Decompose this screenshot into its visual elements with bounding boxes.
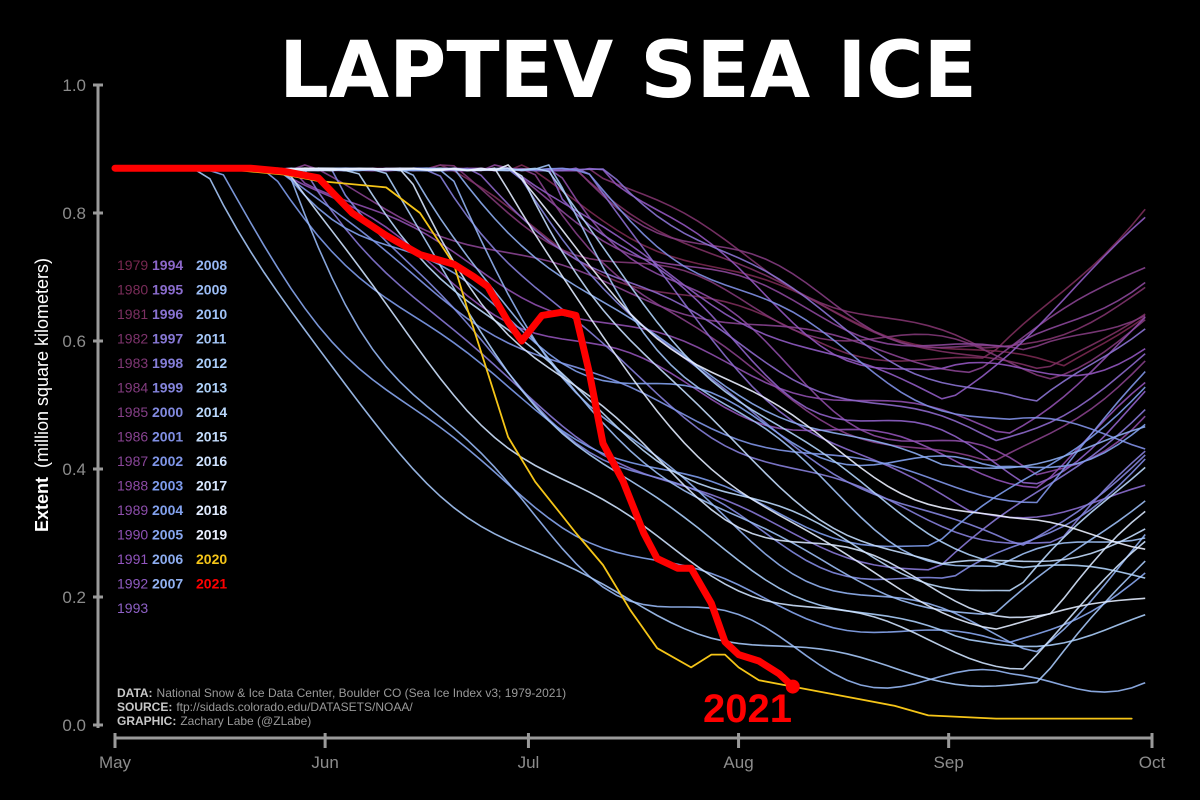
legend-year: 1991	[117, 551, 148, 567]
series-line-1994	[114, 167, 1146, 442]
legend-year: 2006	[152, 551, 183, 567]
legend-year: 2005	[152, 527, 183, 543]
legend-year: 2013	[196, 380, 227, 396]
credit-data-text: National Snow & Ice Data Center, Boulder…	[157, 686, 567, 700]
legend-year: 1997	[152, 331, 183, 347]
legend-year: 1988	[117, 478, 148, 494]
series-line-2017	[114, 167, 1146, 619]
x-tick-label: May	[99, 753, 132, 772]
legend-year: 1989	[117, 502, 148, 518]
legend-year: 1990	[117, 527, 148, 543]
y-axis-label: Extent (million square kilometers)	[32, 258, 52, 532]
series-line-2011	[114, 167, 1146, 688]
legend-year: 2016	[196, 453, 227, 469]
legend-year: 1998	[152, 355, 183, 371]
series-line-2021	[111, 164, 797, 691]
credits: DATA: National Snow & Ice Data Center, Bo…	[117, 686, 566, 728]
legend-year: 2019	[196, 527, 227, 543]
legend-year: 1984	[117, 380, 148, 396]
x-tick-label: Aug	[723, 753, 753, 772]
credit-graphic-label: GRAPHIC:	[117, 714, 176, 728]
legend-year: 2018	[196, 502, 227, 518]
series-line-2020	[114, 167, 1133, 720]
series-2021-end-label: 2021	[703, 687, 792, 731]
series-2021-endpoint-dot	[785, 679, 800, 694]
legend-year: 2004	[152, 502, 183, 518]
x-tick-label: Oct	[1139, 753, 1166, 772]
legend-year: 2009	[196, 282, 227, 298]
y-ticks: 0.0 0.2 0.4 0.6 0.8 1.0	[62, 76, 103, 735]
y-tick-label: 0.6	[62, 332, 86, 351]
legend-year: 1992	[117, 576, 148, 592]
legend-year: 1986	[117, 429, 148, 445]
series-line-1998	[115, 167, 1146, 545]
credit-source-text: ftp://sidads.colorado.edu/DATASETS/NOAA/	[176, 700, 413, 714]
legend-year: 2015	[196, 429, 227, 445]
background-series-lines	[114, 164, 1146, 693]
legend-year: 1982	[117, 331, 148, 347]
legend-year: 1979	[117, 257, 148, 273]
y-axis-label-unit: (million square kilometers)	[32, 258, 52, 468]
series-line-2012	[114, 167, 1146, 648]
series-line-2007	[114, 167, 1146, 653]
legend-year: 1987	[117, 453, 148, 469]
credit-source-label: SOURCE:	[117, 700, 172, 714]
legend-year: 1985	[117, 404, 148, 420]
series-line-1989	[114, 167, 1146, 434]
legend-year: 2001	[152, 429, 183, 445]
x-ticks: May Jun Jul Aug Sep Oct	[99, 733, 1166, 772]
series-line-2008	[114, 167, 1146, 693]
legend-year: 2021	[196, 576, 227, 592]
series-line-1992	[114, 167, 1146, 400]
series-line-1981	[114, 167, 1146, 370]
legend-year: 2008	[196, 257, 227, 273]
legend-year: 1993	[117, 600, 148, 616]
series-line-2001	[114, 167, 1146, 450]
legend-year: 2012	[196, 355, 227, 371]
legend: 1979 1980 1981 1982 1983 1984 1985 1986 1987 1988…	[117, 257, 227, 616]
legend-year: 1995	[152, 282, 183, 298]
legend-year: 2020	[196, 551, 227, 567]
chart-title: LAPTEV SEA ICE	[279, 26, 977, 116]
y-tick-label: 0.0	[62, 716, 86, 735]
legend-year: 2017	[196, 478, 227, 494]
credit-data-label: DATA:	[117, 686, 153, 700]
y-tick-label: 0.4	[62, 460, 86, 479]
y-tick-label: 0.8	[62, 204, 86, 223]
y-tick-label: 0.2	[62, 588, 86, 607]
legend-year: 2014	[196, 404, 227, 420]
legend-year: 1980	[117, 282, 148, 298]
axes	[96, 85, 1152, 740]
series-line-2005	[114, 167, 1146, 644]
x-tick-label: Jul	[518, 753, 540, 772]
legend-year: 1996	[152, 306, 183, 322]
y-tick-label: 1.0	[62, 76, 86, 95]
legend-year: 2007	[152, 576, 183, 592]
credit-graphic-text: Zachary Labe (@ZLabe)	[180, 714, 311, 728]
legend-year: 2011	[196, 331, 227, 347]
credit-data: DATA: National Snow & Ice Data Center, Bo…	[117, 686, 566, 700]
credit-graphic: GRAPHIC: Zachary Labe (@ZLabe)	[117, 714, 311, 728]
legend-year: 2002	[152, 453, 183, 469]
legend-year: 1999	[152, 380, 183, 396]
highlight-series-lines	[111, 164, 1133, 720]
legend-year: 1981	[117, 306, 148, 322]
credit-source: SOURCE: ftp://sidads.colorado.edu/DATASET…	[117, 700, 413, 714]
series-line-1999	[114, 167, 1146, 546]
legend-year: 1994	[152, 257, 183, 273]
legend-year: 2003	[152, 478, 183, 494]
x-tick-label: Jun	[311, 753, 338, 772]
legend-year: 2010	[196, 306, 227, 322]
y-axis-label-bold: Extent	[32, 477, 52, 532]
legend-year: 2000	[152, 404, 183, 420]
x-tick-label: Sep	[934, 753, 964, 772]
legend-year: 1983	[117, 355, 148, 371]
